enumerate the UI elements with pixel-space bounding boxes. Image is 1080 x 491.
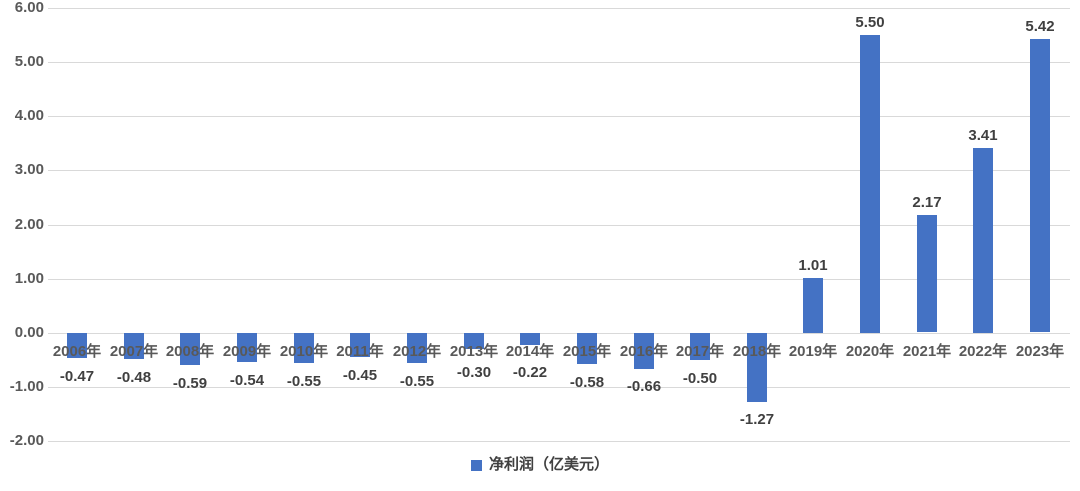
data-label-2010: -0.55 xyxy=(286,373,322,390)
bar-2019 xyxy=(803,278,823,333)
bar-2023 xyxy=(1030,39,1050,332)
bar-2014 xyxy=(520,333,540,345)
data-label-2012: -0.55 xyxy=(399,373,435,390)
x-axis-tick-label-2016: 2016年 xyxy=(619,343,669,360)
y-axis-tick-label: 2.00 xyxy=(14,216,44,233)
data-label-2014: -0.22 xyxy=(512,364,548,381)
data-label-2023: 5.42 xyxy=(1025,18,1055,35)
gridline xyxy=(48,116,1070,117)
legend-marker-icon xyxy=(470,459,482,471)
x-axis-tick-label-2014: 2014年 xyxy=(505,343,555,360)
bar-2020 xyxy=(860,35,880,333)
gridline xyxy=(48,387,1070,388)
gridline xyxy=(48,441,1070,442)
gridline xyxy=(48,8,1070,9)
bar-2012 xyxy=(407,333,427,363)
x-axis-tick-label-2022: 2022年 xyxy=(958,343,1008,360)
y-axis-tick-label: 6.00 xyxy=(14,0,44,16)
data-label-2016: -0.66 xyxy=(626,378,662,395)
data-label-2018: -1.27 xyxy=(739,411,775,428)
data-label-2008: -0.59 xyxy=(172,375,208,392)
x-axis-tick-label-2023: 2023年 xyxy=(1015,343,1065,360)
data-label-2022: 3.41 xyxy=(968,127,998,144)
data-label-2021: 2.17 xyxy=(912,194,942,211)
data-label-2019: 1.01 xyxy=(798,257,828,274)
x-axis-tick-label-2006: 2006年 xyxy=(52,343,102,360)
x-axis-tick-label-2008: 2008年 xyxy=(165,343,215,360)
x-axis-tick-label-2017: 2017年 xyxy=(675,343,725,360)
data-label-2015: -0.58 xyxy=(569,374,605,391)
x-axis-tick-label-2018: 2018年 xyxy=(732,343,782,360)
x-axis-tick-label-2020: 2020年 xyxy=(845,343,895,360)
bar-2007 xyxy=(124,333,144,359)
data-label-2007: -0.48 xyxy=(116,369,152,386)
y-axis-tick-label: 5.00 xyxy=(14,53,44,70)
data-label-2011: -0.45 xyxy=(342,367,378,384)
data-label-2009: -0.54 xyxy=(229,372,265,389)
bar-2015 xyxy=(577,333,597,364)
y-axis-tick-label: -2.00 xyxy=(9,432,44,449)
bar-2011 xyxy=(350,333,370,357)
gridline xyxy=(48,333,1070,334)
bar-2013 xyxy=(464,333,484,349)
data-label-2020: 5.50 xyxy=(855,14,885,31)
bar-2016 xyxy=(634,333,654,369)
x-axis-tick-label-2011: 2011年 xyxy=(336,343,384,360)
y-axis-tick-label: 4.00 xyxy=(14,107,44,124)
gridline xyxy=(48,279,1070,280)
bar-2009 xyxy=(237,333,257,362)
x-axis-tick-label-2009: 2009年 xyxy=(222,343,272,360)
x-axis-tick-label-2007: 2007年 xyxy=(109,343,159,360)
gridline xyxy=(48,225,1070,226)
x-axis-tick-label-2010: 2010年 xyxy=(279,343,329,360)
x-axis-tick-label-2021: 2021年 xyxy=(902,343,952,360)
bar-2006 xyxy=(67,333,87,358)
y-axis-tick-label: 3.00 xyxy=(14,161,44,178)
bar-2022 xyxy=(973,148,993,333)
x-axis-tick-label-2015: 2015年 xyxy=(562,343,612,360)
legend-label: 净利润（亿美元） xyxy=(488,456,609,473)
bar-2008 xyxy=(180,333,200,365)
data-label-2013: -0.30 xyxy=(456,364,492,381)
bar-2010 xyxy=(294,333,314,363)
gridline xyxy=(48,62,1070,63)
bar-2021 xyxy=(917,215,937,332)
y-axis-tick-label: -1.00 xyxy=(9,378,44,395)
x-axis-tick-label-2012: 2012年 xyxy=(392,343,442,360)
legend: 净利润（亿美元） xyxy=(0,457,1080,473)
bar-2017 xyxy=(690,333,710,360)
data-label-2006: -0.47 xyxy=(59,368,95,385)
x-axis-tick-label-2019: 2019年 xyxy=(788,343,838,360)
data-label-2017: -0.50 xyxy=(682,370,718,387)
y-axis-tick-label: 1.00 xyxy=(14,270,44,287)
gridline xyxy=(48,170,1070,171)
x-axis-tick-label-2013: 2013年 xyxy=(449,343,499,360)
bar-2018 xyxy=(747,333,767,402)
y-axis-tick-label: 0.00 xyxy=(14,324,44,341)
